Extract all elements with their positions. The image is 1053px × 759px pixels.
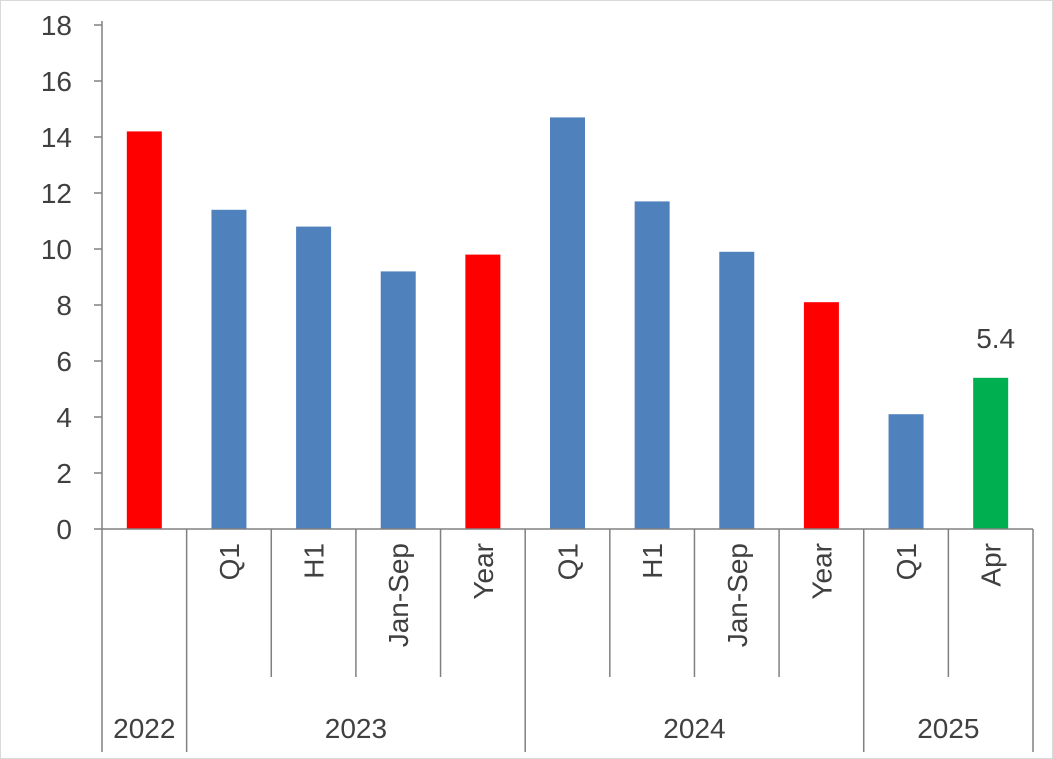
x-group-label: 2023 [325, 713, 387, 744]
y-tick-label: 6 [56, 346, 72, 377]
x-category-label: Q1 [214, 543, 245, 580]
x-group-label: 2025 [917, 713, 979, 744]
y-tick-label: 0 [56, 514, 72, 545]
x-category-label: Q1 [553, 543, 584, 580]
y-tick-label: 14 [41, 122, 72, 153]
bar [465, 254, 501, 529]
bar [296, 226, 332, 529]
y-tick-label: 18 [41, 10, 72, 41]
x-group-label: 2022 [113, 713, 175, 744]
x-category-label: Year [806, 543, 837, 600]
x-category-label: H1 [299, 543, 330, 579]
y-tick-label: 4 [56, 402, 72, 433]
bar [634, 201, 670, 529]
y-tick-label: 10 [41, 234, 72, 265]
bar [126, 131, 162, 529]
bar [550, 117, 585, 530]
y-tick-label: 16 [41, 66, 72, 97]
x-category-label: Q1 [891, 543, 922, 580]
x-category-label: Year [468, 543, 499, 600]
x-category-label: H1 [637, 543, 668, 579]
bar [888, 414, 924, 529]
x-category-label: Apr [976, 543, 1007, 587]
bars: 5.4 [126, 117, 1015, 530]
y-tick-label: 8 [56, 290, 72, 321]
y-tick-label: 12 [41, 178, 72, 209]
x-category-label: Jan-Sep [722, 543, 753, 647]
y-axis: 0 2 4 6 8 10 12 14 16 18 [41, 10, 103, 545]
bar [973, 377, 1009, 529]
bar [803, 302, 839, 529]
bar [211, 209, 247, 530]
x-axis: Q1 H1 Jan-Sep Year Q1 H1 Jan-Sep Year Q1 Apr 2022 2… [101, 528, 1034, 752]
bar [380, 271, 416, 529]
data-label: 5.4 [976, 323, 1015, 354]
y-tick-label: 2 [56, 458, 72, 489]
bar [719, 251, 755, 530]
x-category-label: Jan-Sep [383, 543, 414, 647]
x-group-label: 2024 [663, 713, 725, 744]
